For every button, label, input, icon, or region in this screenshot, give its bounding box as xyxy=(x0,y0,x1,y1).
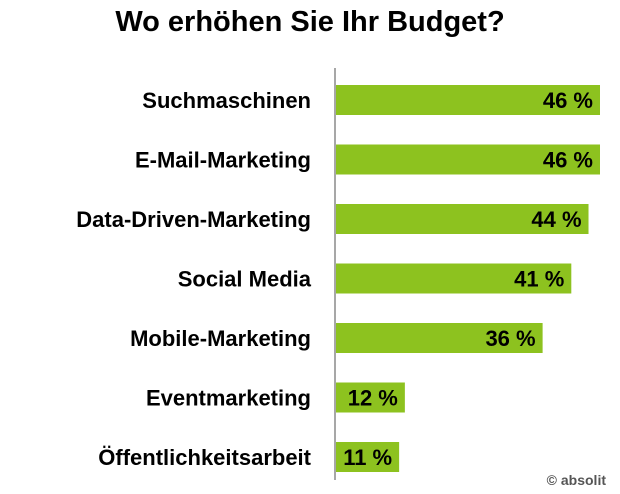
bar xyxy=(336,204,589,234)
bar xyxy=(336,382,405,413)
data-label: 46 % xyxy=(543,148,593,173)
data-label: 41 % xyxy=(514,267,564,292)
category-label: Social Media xyxy=(178,267,312,292)
data-label: 11 % xyxy=(343,445,392,470)
chart-title: Wo erhöhen Sie Ihr Budget? xyxy=(115,6,505,38)
category-label: Öffentlichkeitsarbeit xyxy=(98,445,311,470)
bar xyxy=(336,144,600,175)
category-label: Suchmaschinen xyxy=(142,88,311,113)
bar xyxy=(336,85,600,115)
category-label: Data-Driven-Marketing xyxy=(76,207,311,232)
copyright-note: © absolit xyxy=(546,472,606,488)
category-label: E-Mail-Marketing xyxy=(135,148,311,173)
data-label: 12 % xyxy=(348,386,398,411)
data-label: 36 % xyxy=(485,326,535,351)
bar xyxy=(336,442,400,472)
category-label: Eventmarketing xyxy=(146,386,311,411)
bar xyxy=(336,263,572,294)
bar xyxy=(336,323,543,353)
data-label: 44 % xyxy=(531,207,581,232)
data-label: 46 % xyxy=(543,88,593,113)
category-label: Mobile-Marketing xyxy=(130,326,311,351)
